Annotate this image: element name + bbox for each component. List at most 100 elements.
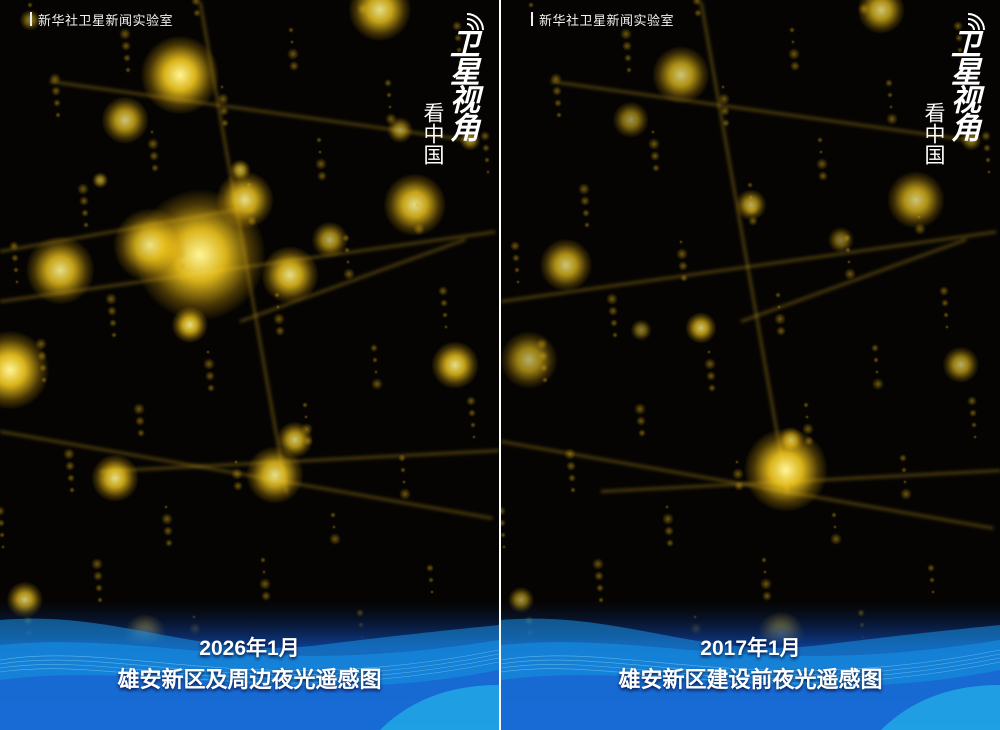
light-speck: [871, 344, 879, 352]
city-light: [229, 159, 251, 181]
light-speck: [939, 286, 949, 296]
city-light: [459, 129, 481, 151]
light-speck: [538, 351, 548, 361]
light-speck: [247, 216, 257, 226]
light-speck: [580, 196, 590, 206]
city-light: [92, 172, 108, 188]
light-speck: [77, 183, 89, 195]
light-speck: [592, 558, 604, 570]
light-speck: [818, 171, 828, 181]
light-speck: [259, 578, 271, 590]
light-speck: [847, 260, 851, 264]
light-speck: [13, 267, 19, 273]
light-speck: [900, 488, 912, 500]
light-speck: [612, 332, 618, 338]
light-speck: [400, 467, 406, 473]
light-speck: [454, 34, 462, 42]
light-speck: [536, 338, 548, 350]
light-speck: [41, 377, 47, 383]
light-speck: [470, 422, 476, 428]
light-speck: [135, 416, 145, 426]
city-light: [540, 239, 592, 291]
light-speck: [985, 157, 991, 163]
light-speck: [191, 0, 201, 6]
light-speck: [720, 106, 730, 116]
light-speck: [943, 312, 949, 318]
light-speck: [1, 545, 5, 549]
light-speck: [273, 313, 285, 325]
logo-title: 卫星视角: [945, 28, 980, 140]
light-speck: [178, 240, 182, 244]
light-speck: [288, 27, 294, 33]
caption-title: 雄安新区建设前夜光遥感图: [618, 667, 883, 692]
light-speck: [147, 138, 159, 150]
caption-banner: [0, 600, 499, 730]
city-light: [960, 129, 982, 151]
light-speck: [151, 164, 159, 172]
light-speck: [594, 571, 604, 581]
light-speck: [332, 525, 336, 529]
city-light: [887, 171, 945, 229]
light-speck: [165, 539, 173, 547]
light-speck: [873, 357, 879, 363]
light-speck: [430, 590, 434, 594]
light-speck: [843, 234, 851, 242]
light-speck: [973, 435, 977, 439]
light-speck: [666, 539, 674, 547]
light-speck: [634, 403, 646, 415]
city-light: [431, 341, 479, 389]
light-speck: [550, 73, 562, 85]
light-speck: [694, 9, 702, 17]
light-speck: [957, 47, 963, 53]
light-speck: [289, 61, 299, 71]
light-speck: [722, 119, 730, 127]
light-speck: [468, 409, 476, 417]
light-speck: [789, 27, 795, 33]
light-speck: [564, 448, 576, 460]
light-speck: [652, 164, 660, 172]
light-speck: [749, 195, 753, 199]
light-speck: [346, 260, 350, 264]
night-lights-map: [501, 0, 1000, 730]
light-speck: [220, 85, 224, 89]
light-speck: [734, 481, 744, 491]
light-speck: [817, 137, 823, 143]
city-light: [685, 312, 717, 344]
light-speck: [175, 248, 187, 260]
light-speck: [620, 28, 632, 40]
light-speck: [203, 358, 215, 370]
city-light: [113, 208, 187, 282]
light-speck: [901, 467, 907, 473]
light-speck: [133, 403, 145, 415]
light-speck: [109, 319, 117, 327]
light-speck: [704, 358, 716, 370]
light-speck: [552, 86, 562, 96]
light-speck: [747, 182, 753, 188]
light-speck: [568, 474, 576, 482]
light-speck: [318, 150, 322, 154]
city-light: [246, 446, 304, 504]
city-light: [942, 346, 980, 384]
light-speck: [206, 350, 210, 354]
light-speck: [516, 280, 520, 284]
light-speck: [596, 584, 604, 592]
light-speck: [79, 196, 89, 206]
light-speck: [776, 326, 786, 336]
light-speck: [959, 60, 963, 64]
light-speck: [721, 85, 725, 89]
light-speck: [95, 584, 103, 592]
light-speck: [582, 209, 590, 217]
light-speck: [735, 460, 739, 464]
light-speck: [953, 21, 963, 31]
light-speck: [119, 28, 131, 40]
light-speck: [830, 533, 842, 545]
light-speck: [49, 73, 61, 85]
light-speck: [804, 436, 814, 446]
light-speck: [472, 435, 476, 439]
light-speck: [554, 99, 562, 107]
satellite-image-2017: 新华社卫星新闻实验室 卫星视角 看中国 2017年1月 雄安新区建设前夜光遥感图: [501, 0, 1000, 730]
light-speck: [274, 292, 280, 298]
light-speck: [819, 150, 823, 154]
road-light: [550, 80, 968, 142]
light-speck: [163, 526, 173, 536]
